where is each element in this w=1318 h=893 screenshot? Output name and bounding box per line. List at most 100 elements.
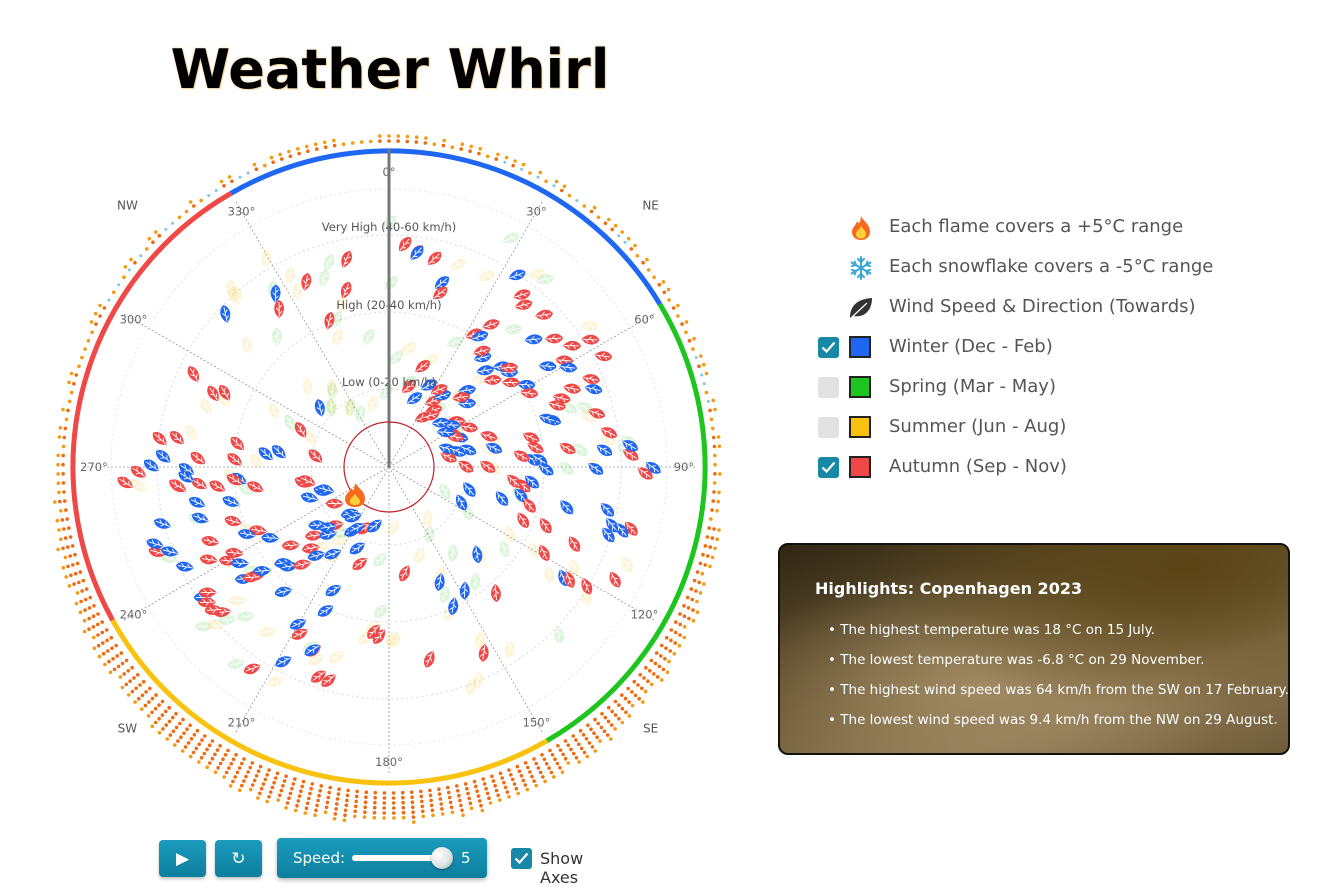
flame-mark [624, 710, 628, 715]
flame-mark [234, 753, 238, 757]
flame-mark [469, 806, 474, 810]
flame-mark [502, 780, 506, 785]
flame-mark [411, 815, 416, 819]
flame-mark [322, 140, 327, 145]
flame-mark [362, 815, 367, 819]
flame-mark [301, 779, 306, 784]
flame-mark [154, 230, 158, 234]
season-checkbox[interactable] [818, 457, 839, 478]
show-axes-checkbox[interactable] [511, 848, 532, 869]
legend-flame: Each flame covers a +5°C range [815, 208, 1275, 248]
flame-mark [299, 789, 303, 793]
flame-mark [458, 798, 462, 803]
flame-mark [676, 303, 680, 308]
flame-mark [61, 472, 65, 476]
wind-leaf [218, 303, 233, 325]
flame-mark [291, 782, 296, 786]
flame-mark [542, 757, 547, 762]
flame-mark [461, 813, 465, 817]
flame-mark [474, 784, 478, 789]
degree-label: 180° [375, 755, 403, 769]
flame-mark [715, 537, 719, 541]
flame-mark [574, 756, 579, 760]
wind-leaf [197, 395, 216, 418]
legend: Each flame covers a +5°C range Each snow… [815, 208, 1275, 488]
flame-mark [715, 509, 719, 513]
flame-mark [411, 810, 415, 814]
flame-mark [378, 134, 382, 138]
flame-mark [173, 743, 177, 747]
flame-mark [711, 398, 715, 403]
flame-mark [240, 761, 244, 766]
flame-mark [108, 670, 113, 675]
flame-mark [237, 766, 242, 770]
flame-mark [203, 734, 207, 738]
compass-label: NE [642, 198, 659, 212]
flame-mark [215, 748, 220, 752]
flame-mark [574, 738, 578, 742]
flame-mark [308, 791, 312, 796]
flame-mark [401, 805, 406, 810]
season-checkbox[interactable] [818, 377, 839, 398]
play-button[interactable]: ▶ [159, 840, 206, 877]
flame-mark [276, 798, 281, 802]
flame-mark [373, 800, 377, 805]
flame-mark [363, 810, 367, 814]
flame-mark [421, 809, 425, 814]
flame-mark [64, 508, 68, 512]
flame-mark [58, 426, 63, 430]
flame-mark [354, 799, 359, 804]
season-checkbox[interactable] [818, 337, 839, 358]
flame-mark [662, 290, 667, 295]
reset-button[interactable]: ↻ [215, 840, 262, 877]
flame-mark [560, 770, 565, 774]
flame-mark [447, 795, 452, 800]
flame-mark [496, 152, 500, 157]
flame-mark [598, 739, 602, 743]
flame-mark [543, 779, 547, 784]
flame-mark [503, 785, 508, 790]
flame-mark [627, 700, 631, 704]
wind-leaf [241, 660, 263, 677]
axis-spoke [234, 466, 390, 734]
speed-slider-track[interactable] [352, 855, 442, 861]
flame-mark [707, 526, 711, 530]
flame-mark [83, 597, 88, 602]
flame-mark [525, 787, 530, 792]
flame-mark [61, 462, 65, 467]
flame-mark [494, 788, 499, 793]
flame-mark [414, 135, 419, 139]
flame-mark [605, 733, 610, 737]
compass-label: SE [643, 722, 658, 736]
flame-mark [105, 638, 109, 643]
flame-mark [649, 658, 654, 663]
flame-mark [345, 798, 349, 803]
flame-mark [91, 614, 96, 618]
flame-mark [505, 790, 510, 794]
flame-mark [61, 444, 66, 449]
flame-mark [63, 426, 68, 431]
flame-mark [363, 805, 368, 809]
flame-mark [498, 798, 502, 802]
flame-mark [324, 805, 329, 810]
flame-mark [184, 209, 189, 214]
wind-leaf [489, 583, 502, 603]
wind-leaf [555, 458, 577, 479]
flame-mark [441, 143, 446, 148]
speed-slider-thumb[interactable] [431, 847, 453, 869]
flame-mark [596, 721, 600, 726]
flame-mark [87, 616, 91, 621]
flame-mark [409, 790, 414, 794]
flame-mark [646, 268, 651, 272]
flame-mark [424, 136, 428, 140]
flame-mark [98, 303, 102, 308]
season-checkbox[interactable] [818, 417, 839, 438]
flame-mark [216, 766, 220, 770]
flame-mark [285, 801, 290, 805]
flame-mark [60, 518, 65, 522]
flame-mark [221, 757, 225, 761]
flame-mark [75, 591, 80, 595]
flame-mark [663, 657, 667, 661]
flame-mark [692, 336, 696, 341]
flame-mark [544, 179, 548, 184]
